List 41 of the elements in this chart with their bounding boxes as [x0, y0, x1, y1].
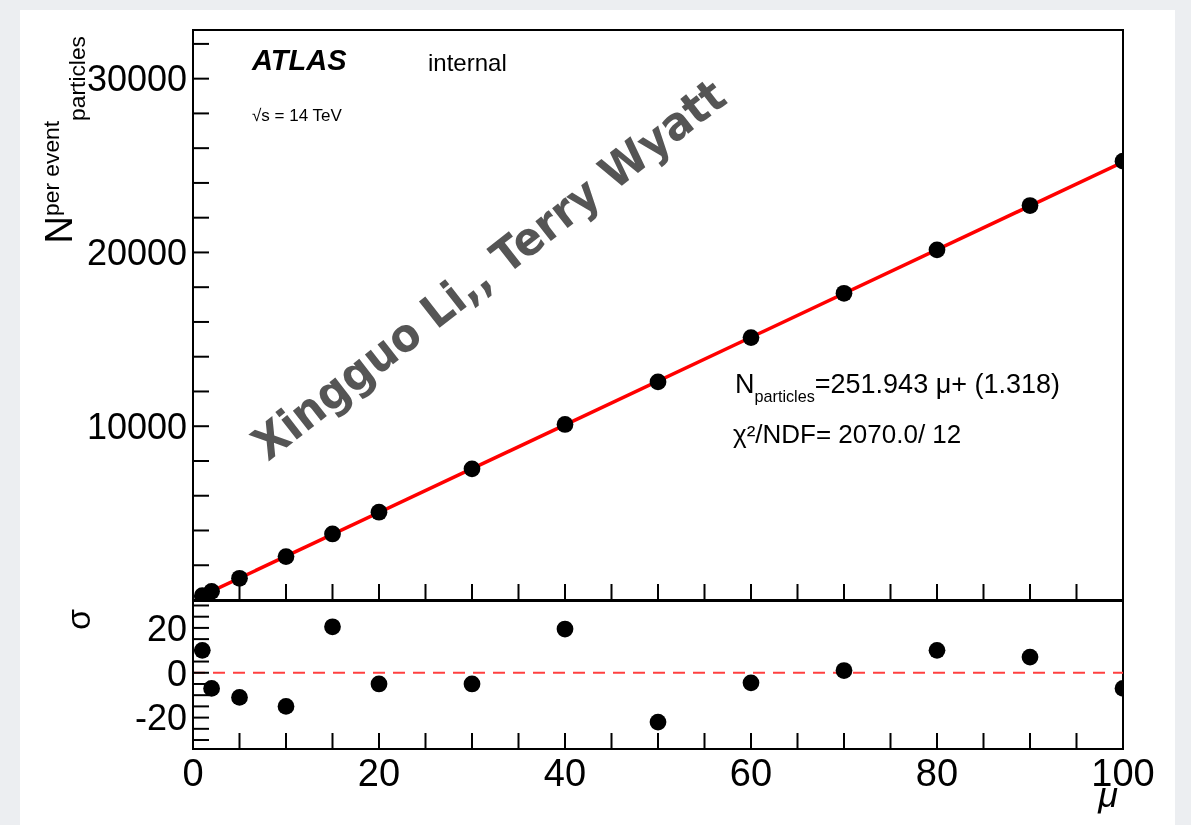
point [742, 329, 760, 346]
y-tick-label: 20000 [86, 232, 187, 274]
point [556, 620, 574, 638]
point [231, 569, 248, 587]
annotation: √s = 14 TeV [252, 106, 343, 125]
point [1021, 648, 1039, 666]
point [649, 713, 667, 731]
point [835, 662, 853, 679]
point [928, 241, 946, 259]
point [277, 698, 295, 715]
point [370, 503, 388, 521]
point [463, 460, 481, 478]
annotation: χ²/NDF= 2070.0/ 12 [733, 419, 962, 449]
point [556, 416, 574, 433]
y-tick-label: 10000 [86, 406, 187, 447]
point [649, 373, 667, 391]
y-tick-label: -20 [134, 697, 187, 739]
point [928, 641, 946, 659]
point [463, 675, 481, 693]
y-axis-title: σ [59, 608, 97, 630]
point [193, 641, 211, 659]
point [231, 689, 248, 706]
y-tick-label: 30000 [86, 58, 187, 100]
point [742, 674, 760, 692]
point [324, 525, 341, 543]
point [835, 284, 853, 302]
point [203, 582, 220, 600]
y-tick-label: 0 [166, 652, 187, 694]
point [277, 548, 295, 565]
point [324, 618, 341, 636]
annotation: internal [428, 49, 507, 76]
y-tick-label: 20 [146, 607, 187, 649]
x-tick-label: 80 [915, 751, 959, 794]
annotation: ATLAS [251, 44, 348, 76]
point [370, 675, 388, 693]
x-tick-label: 20 [357, 751, 401, 794]
point [203, 680, 220, 697]
point [1021, 197, 1039, 214]
x-tick-label: 40 [543, 751, 587, 794]
x-tick-label: 60 [729, 751, 773, 794]
annotation: N$_{particles}$=251.943 μ+ (1.318) [735, 369, 1061, 405]
